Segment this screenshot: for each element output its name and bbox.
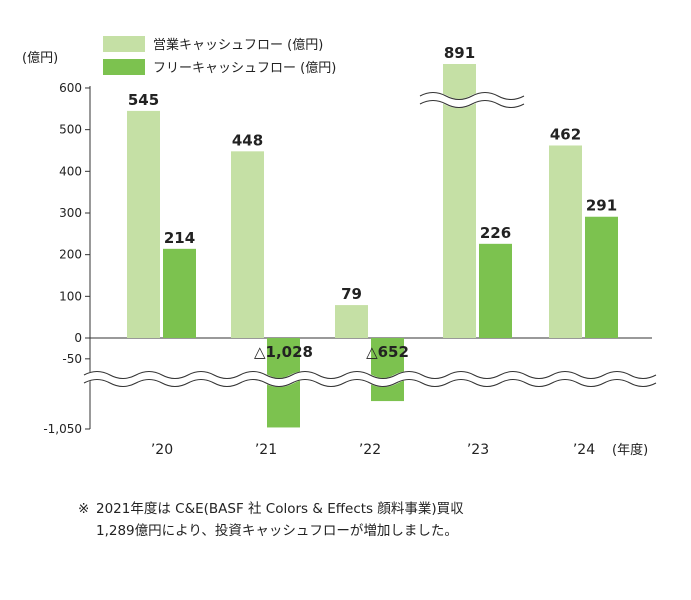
y-tick-label: 600: [59, 81, 82, 95]
data-label-operating-cf: 462: [550, 125, 581, 143]
data-label-free-cf: 214: [164, 229, 195, 247]
footnote-mark: ※: [78, 501, 90, 517]
legend-swatch-operating-cf: [103, 35, 145, 52]
legend-swatch-free-cf: [103, 58, 145, 75]
data-label-operating-cf: 79: [341, 285, 362, 303]
y-tick-label: 0: [74, 331, 82, 345]
data-label-free-cf: △1,028: [254, 343, 313, 361]
bar-operating-cf: [127, 110, 160, 338]
y-tick-label: 500: [59, 123, 82, 137]
legend-label-operating-cf: 営業キャッシュフロー (億円): [153, 38, 324, 53]
bar-free-cf: [371, 338, 404, 402]
bar-free-cf: [163, 248, 196, 338]
bar-break-line: [419, 100, 525, 108]
y-tick-label: -50: [62, 352, 82, 366]
bar-break-line: [419, 92, 525, 100]
legend-item-operating-cf: 営業キャッシュフロー (億円): [103, 34, 323, 53]
data-label-free-cf: △652: [366, 343, 409, 361]
bar-free-cf: [585, 216, 618, 338]
legend-item-free-cf: フリーキャッシュフロー (億円): [103, 57, 336, 76]
y-tick-label: 100: [59, 289, 82, 303]
axis-break-line: [83, 379, 657, 387]
data-label-operating-cf: 545: [128, 91, 159, 109]
data-label-operating-cf: 448: [232, 131, 263, 149]
bar-operating-cf: [335, 305, 368, 338]
footnote: ※ 2021年度は C&E(BASF 社 Colors & Effects 顔料事…: [78, 498, 464, 542]
bar-chart: (億円) 600 500 400 300 200 100 0 -50 -1,050 545 214 ’2…: [22, 44, 659, 458]
legend-label-free-cf: フリーキャッシュフロー (億円): [153, 61, 337, 76]
y-tick-label: 400: [59, 164, 82, 178]
bar-operating-cf: [443, 64, 476, 338]
data-label-free-cf: 291: [586, 197, 617, 215]
y-tick-label: 300: [59, 206, 82, 220]
bar-operating-cf: [549, 145, 582, 338]
axis-break-band: [81, 371, 659, 387]
x-tick-label: ’22: [359, 442, 381, 458]
x-tick-label: ’20: [151, 442, 173, 458]
data-label-operating-cf: 891: [444, 44, 475, 62]
x-tick-label: ’23: [467, 442, 489, 458]
bar-break-band: [417, 92, 527, 108]
x-tick-label: ’21: [255, 442, 277, 458]
footnote-line-2: 1,289億円により、投資キャッシュフローが増加しました。: [96, 523, 458, 539]
y-tick-label: 200: [59, 248, 82, 262]
axis-break-line: [83, 371, 657, 379]
x-tick-label: ’24: [573, 442, 595, 458]
y-tick-label: -1,050: [43, 422, 82, 436]
y-unit-label: (億円): [22, 50, 58, 66]
footnote-line-1: 2021年度は C&E(BASF 社 Colors & Effects 顔料事業…: [96, 501, 464, 517]
data-label-free-cf: 226: [480, 224, 511, 242]
bar-operating-cf: [231, 151, 264, 338]
bar-free-cf: [479, 243, 512, 338]
x-unit-label: (年度): [612, 442, 648, 458]
